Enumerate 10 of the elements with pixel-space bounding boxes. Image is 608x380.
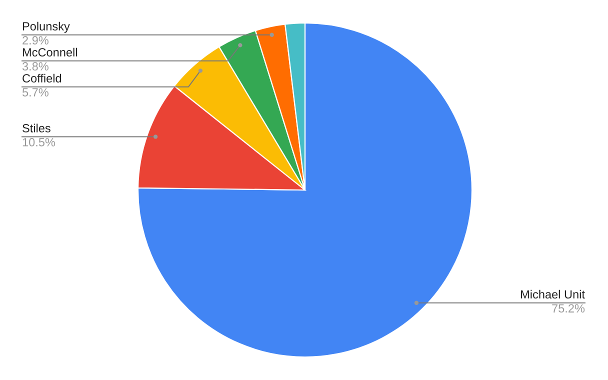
data-label: 5.7% [22, 88, 48, 97]
slice-label: Michael Unit [521, 290, 585, 299]
data-label: 2.9% [22, 36, 48, 45]
slice-label: Stiles [22, 124, 50, 132]
data-label: 3.8% [22, 62, 48, 71]
data-label: 10.5% [22, 138, 56, 146]
slice-label: Polunsky [22, 22, 70, 33]
slice-label: Coffield [22, 74, 62, 83]
data-label: 75.2% [552, 304, 585, 313]
slice-label: McConnell [22, 48, 77, 57]
